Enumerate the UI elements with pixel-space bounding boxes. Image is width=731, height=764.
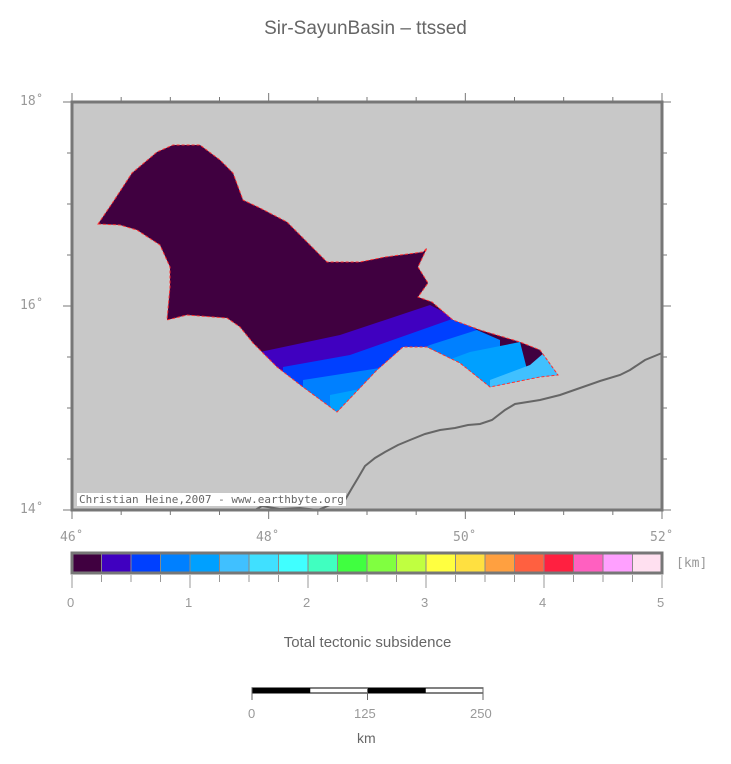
scalebar-segment [309,687,368,694]
colorbar-tick-1: 1 [185,595,193,610]
scalebar-tick-125: 125 [354,706,376,721]
colorbar-unit: [km] [676,556,708,571]
lon-label-46: 46˚ [60,530,84,545]
colorbar [70,551,664,588]
lon-label-50: 50˚ [453,530,477,545]
colorbar-bin [307,552,338,574]
scalebar-unit: km [357,730,376,746]
colorbar-bin [248,552,279,574]
colorbar-bin [543,552,574,574]
scalebar-segment [251,687,311,694]
colorbar-bin [602,552,633,574]
scalebar-segment [424,687,484,694]
colorbar-bin [189,552,220,574]
colorbar-bin [484,552,515,574]
colorbar-bin [337,552,368,574]
colorbar-tick-0: 0 [67,595,75,610]
lon-label-52: 52˚ [650,530,674,545]
colorbar-bin [514,552,545,574]
map-title: Sir-SayunBasin – ttssed [264,18,467,39]
colorbar-tick-2: 2 [303,595,311,610]
colorbar-bin [101,552,132,574]
scalebar-tick-250: 250 [470,706,492,721]
colorbar-bin [455,552,486,574]
colorbar-bin [160,552,191,574]
colorbar-bin [130,552,161,574]
scale-bar [251,687,484,700]
colorbar-tick-3: 3 [421,595,429,610]
colorbar-bin [278,552,309,574]
colorbar-bin [425,552,456,574]
colorbar-tick-4: 4 [539,595,547,610]
colorbar-bin [366,552,397,574]
colorbar-bin [632,552,663,574]
lat-label-14: 14˚ [20,502,44,517]
lon-label-48: 48˚ [256,530,280,545]
colorbar-label: Total tectonic subsidence [283,634,452,651]
colorbar-frame [70,551,664,575]
scalebar-segment [367,687,426,694]
map-ticks [63,93,671,519]
colorbar-bin [573,552,604,574]
colorbar-tick-5: 5 [657,595,665,610]
lat-label-18: 18˚ [20,94,44,109]
lat-label-16: 16˚ [20,298,44,313]
basin-outline [97,144,559,413]
scalebar-tick-0: 0 [248,706,256,721]
colorbar-bin [71,552,102,574]
credit-text: Christian Heine,2007 - www.earthbyte.org [77,493,346,506]
colorbar-bin [219,552,250,574]
colorbar-bin [396,552,427,574]
